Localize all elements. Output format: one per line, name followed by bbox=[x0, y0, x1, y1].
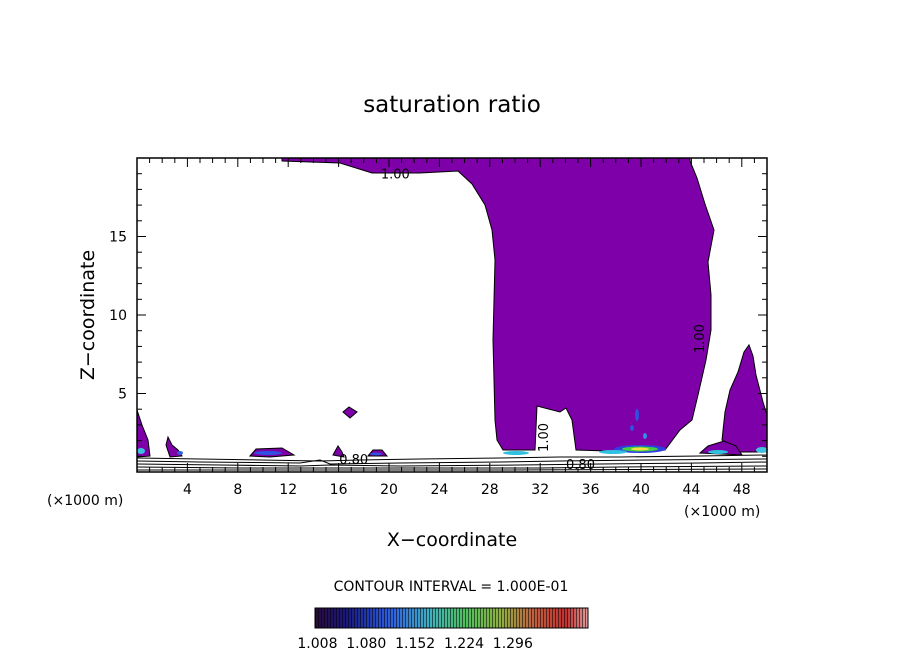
contour-label: 1.00 bbox=[537, 423, 552, 452]
saturated-region-right bbox=[721, 343, 768, 453]
x-unit-left: (×1000 m) bbox=[47, 493, 123, 509]
x-tick-label: 4 bbox=[183, 482, 192, 498]
high-saturation-spot bbox=[254, 451, 282, 455]
high-saturation-spot bbox=[630, 425, 634, 431]
x-axis-label: X−coordinate bbox=[387, 529, 517, 551]
x-tick-label: 48 bbox=[733, 482, 751, 498]
contour-label: 1.00 bbox=[381, 167, 410, 182]
x-tick-label: 20 bbox=[380, 482, 398, 498]
subsaturated-contours bbox=[136, 454, 768, 471]
saturated-region-main bbox=[281, 157, 715, 453]
x-unit-right: (×1000 m) bbox=[684, 504, 760, 520]
contour-interval: CONTOUR INTERVAL = 1.000E-01 bbox=[334, 579, 569, 595]
x-tick-label: 28 bbox=[481, 482, 499, 498]
y-tick-label: 15 bbox=[109, 230, 127, 246]
colorbar bbox=[314, 607, 589, 629]
high-saturation-spot bbox=[643, 433, 647, 439]
colorbar-tick-label: 1.224 bbox=[444, 636, 484, 652]
contour-labels: 1.00 1.00 1.00 0.80 0.80 bbox=[339, 167, 708, 472]
colorbar-tick-label: 1.296 bbox=[493, 636, 533, 652]
x-tick-label: 12 bbox=[279, 482, 297, 498]
saturated-regions bbox=[136, 157, 768, 458]
high-saturation-spots bbox=[137, 409, 768, 456]
colorbar-lines bbox=[315, 608, 588, 628]
contour-label: 0.80 bbox=[566, 458, 595, 473]
high-saturation-spot bbox=[370, 452, 382, 456]
high-saturation-spot bbox=[177, 451, 183, 455]
x-tick-label: 16 bbox=[330, 482, 348, 498]
high-saturation-spot bbox=[631, 447, 649, 451]
y-axis-ticks: 5 10 15 bbox=[109, 173, 767, 457]
saturated-patch bbox=[332, 445, 345, 458]
x-tick-label: 40 bbox=[632, 482, 650, 498]
x-tick-label: 32 bbox=[531, 482, 549, 498]
x-axis-ticks: 4 8 12 16 20 24 28 32 36 40 44 48 bbox=[149, 158, 755, 498]
x-tick-label: 44 bbox=[682, 482, 700, 498]
colorbar-tick-label: 1.080 bbox=[346, 636, 386, 652]
saturated-patch bbox=[342, 406, 358, 419]
contour-line bbox=[136, 458, 768, 465]
x-tick-label: 8 bbox=[233, 482, 242, 498]
chart-title: saturation ratio bbox=[363, 92, 541, 118]
y-axis-label: Z−coordinate bbox=[77, 250, 99, 380]
contour-label: 0.80 bbox=[339, 453, 368, 468]
colorbar-labels: 1.008 1.080 1.152 1.224 1.296 bbox=[297, 636, 533, 652]
high-saturation-spot bbox=[635, 409, 639, 421]
contour-line bbox=[136, 461, 768, 467]
contour-line bbox=[137, 468, 768, 471]
contour-label: 1.00 bbox=[693, 324, 708, 353]
colorbar-tick-label: 1.008 bbox=[297, 636, 337, 652]
colorbar-frame bbox=[314, 607, 589, 629]
colorbar-tick-label: 1.152 bbox=[395, 636, 435, 652]
high-saturation-spot bbox=[756, 447, 768, 453]
contour-line bbox=[136, 465, 768, 469]
x-tick-label: 24 bbox=[430, 482, 448, 498]
high-saturation-spot bbox=[708, 450, 728, 454]
contour-line bbox=[136, 454, 768, 462]
high-saturation-spot bbox=[137, 448, 145, 454]
x-tick-label: 36 bbox=[582, 482, 600, 498]
y-tick-label: 5 bbox=[118, 387, 127, 403]
high-saturation-spot bbox=[503, 451, 529, 455]
y-tick-label: 10 bbox=[109, 308, 127, 324]
high-saturation-spot bbox=[599, 450, 627, 454]
